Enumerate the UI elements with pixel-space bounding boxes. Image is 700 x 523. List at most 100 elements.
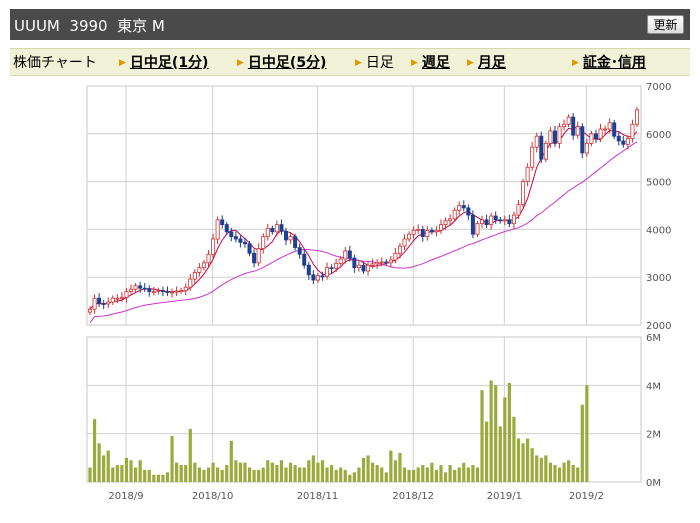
candle-up xyxy=(115,297,120,300)
candle-up xyxy=(598,128,603,139)
volume-bar xyxy=(92,419,97,482)
volume-bar xyxy=(526,438,530,482)
nav-intraday-1min[interactable]: ▶ 日中足(1分) xyxy=(119,52,208,72)
candle-up xyxy=(188,278,193,288)
candle-up xyxy=(502,219,507,222)
volume-bar xyxy=(211,462,215,482)
candle-down xyxy=(352,257,357,269)
candle-up xyxy=(480,219,485,225)
grid-lines xyxy=(87,86,641,482)
nav-intraday-5min[interactable]: ▶ 日中足(5分) xyxy=(237,52,326,72)
volume-bar xyxy=(261,467,265,482)
candle-up xyxy=(110,297,115,303)
volume-bar xyxy=(247,467,252,482)
volume-bar xyxy=(503,397,507,482)
candle-down xyxy=(493,215,498,221)
candlesticks xyxy=(88,107,640,315)
volume-bar xyxy=(484,421,489,482)
nav-daily-label: 日足 xyxy=(365,55,394,71)
candle-up xyxy=(434,229,439,233)
moving-average-short-line xyxy=(89,125,638,310)
stock-title: UUUM 3990 東京 M xyxy=(14,17,165,35)
volume-bar xyxy=(124,457,129,482)
volume-bar xyxy=(325,467,329,482)
volume-bar xyxy=(357,467,361,482)
volume-bar xyxy=(507,382,511,482)
x-tick-label: 2019/1 xyxy=(487,491,522,502)
volume-bar xyxy=(352,472,356,482)
candle-up xyxy=(211,238,216,255)
candle-up xyxy=(635,109,640,125)
candle-up xyxy=(525,166,530,182)
volume-bar xyxy=(216,467,220,482)
triangle-right-icon: ▶ xyxy=(572,58,579,68)
volume-bar xyxy=(270,462,274,482)
volume-bar xyxy=(402,467,407,482)
volume-bar xyxy=(375,465,379,482)
price-tick-label: 5000 xyxy=(646,178,671,189)
candle-up xyxy=(566,116,571,125)
x-tick-label: 2018/12 xyxy=(392,491,434,502)
candle-down xyxy=(297,247,302,255)
candle-up xyxy=(315,275,320,281)
volume-bar xyxy=(516,438,521,482)
volume-bar xyxy=(384,472,388,482)
x-tick-label: 2018/10 xyxy=(192,491,234,502)
candle-down xyxy=(539,135,544,160)
volume-bar xyxy=(462,462,466,482)
nav-weekly[interactable]: ▶ 週足 xyxy=(411,52,450,72)
volume-bar xyxy=(348,474,352,482)
candle-down xyxy=(466,207,471,216)
nav-stock-chart-label: 株価チャート xyxy=(13,55,97,71)
x-tick-label: 2018/9 xyxy=(108,491,143,502)
nav-weekly-label: 週足 xyxy=(421,55,450,71)
nav-margin-credit-label: 証金･信用 xyxy=(582,55,646,71)
candle-down xyxy=(220,219,225,226)
refresh-button[interactable]: 更新 xyxy=(647,15,684,34)
volume-bar xyxy=(576,467,580,482)
volume-bar xyxy=(197,467,201,482)
candle-up xyxy=(562,123,567,128)
candle-up xyxy=(256,248,261,264)
nav-monthly[interactable]: ▶ 月足 xyxy=(467,52,506,72)
nav-intraday-1min-label: 日中足(1分) xyxy=(129,55,209,71)
candle-up xyxy=(119,296,124,299)
volume-bar xyxy=(371,462,375,482)
volume-bar xyxy=(188,428,192,482)
candle-up xyxy=(192,272,197,280)
volume-bar xyxy=(480,390,484,482)
candle-down xyxy=(621,140,626,145)
volume-bar xyxy=(193,462,197,482)
nav-margin-credit[interactable]: ▶ 証金･信用 xyxy=(572,52,646,72)
volume-bar xyxy=(361,457,366,482)
candle-up xyxy=(402,238,407,247)
candle-up xyxy=(575,126,580,136)
header-bar: UUUM 3990 東京 M 更新 xyxy=(10,9,690,40)
volume-bar xyxy=(97,443,101,482)
volume-bar xyxy=(184,465,188,482)
candle-down xyxy=(593,133,598,139)
volume-bar xyxy=(489,380,493,482)
candle-down xyxy=(229,231,234,237)
volume-bar xyxy=(567,460,571,482)
volume-bar xyxy=(138,460,142,482)
volume-bar xyxy=(102,455,106,482)
volume-bar xyxy=(544,455,548,482)
volume-bar xyxy=(380,467,384,482)
candle-up xyxy=(557,126,562,144)
triangle-right-icon: ▶ xyxy=(355,58,362,68)
candle-up xyxy=(265,228,270,237)
candle-up xyxy=(584,142,589,154)
candle-up xyxy=(197,267,202,273)
volume-bar xyxy=(521,443,525,482)
candle-up xyxy=(475,223,480,235)
candle-up xyxy=(106,301,111,305)
volume-bar xyxy=(535,455,539,482)
candle-up xyxy=(170,291,175,294)
volume-bar xyxy=(165,472,170,482)
candle-down xyxy=(361,264,366,272)
volume-bar xyxy=(288,462,293,482)
volume-bar xyxy=(275,465,279,482)
candle-down xyxy=(420,228,425,237)
